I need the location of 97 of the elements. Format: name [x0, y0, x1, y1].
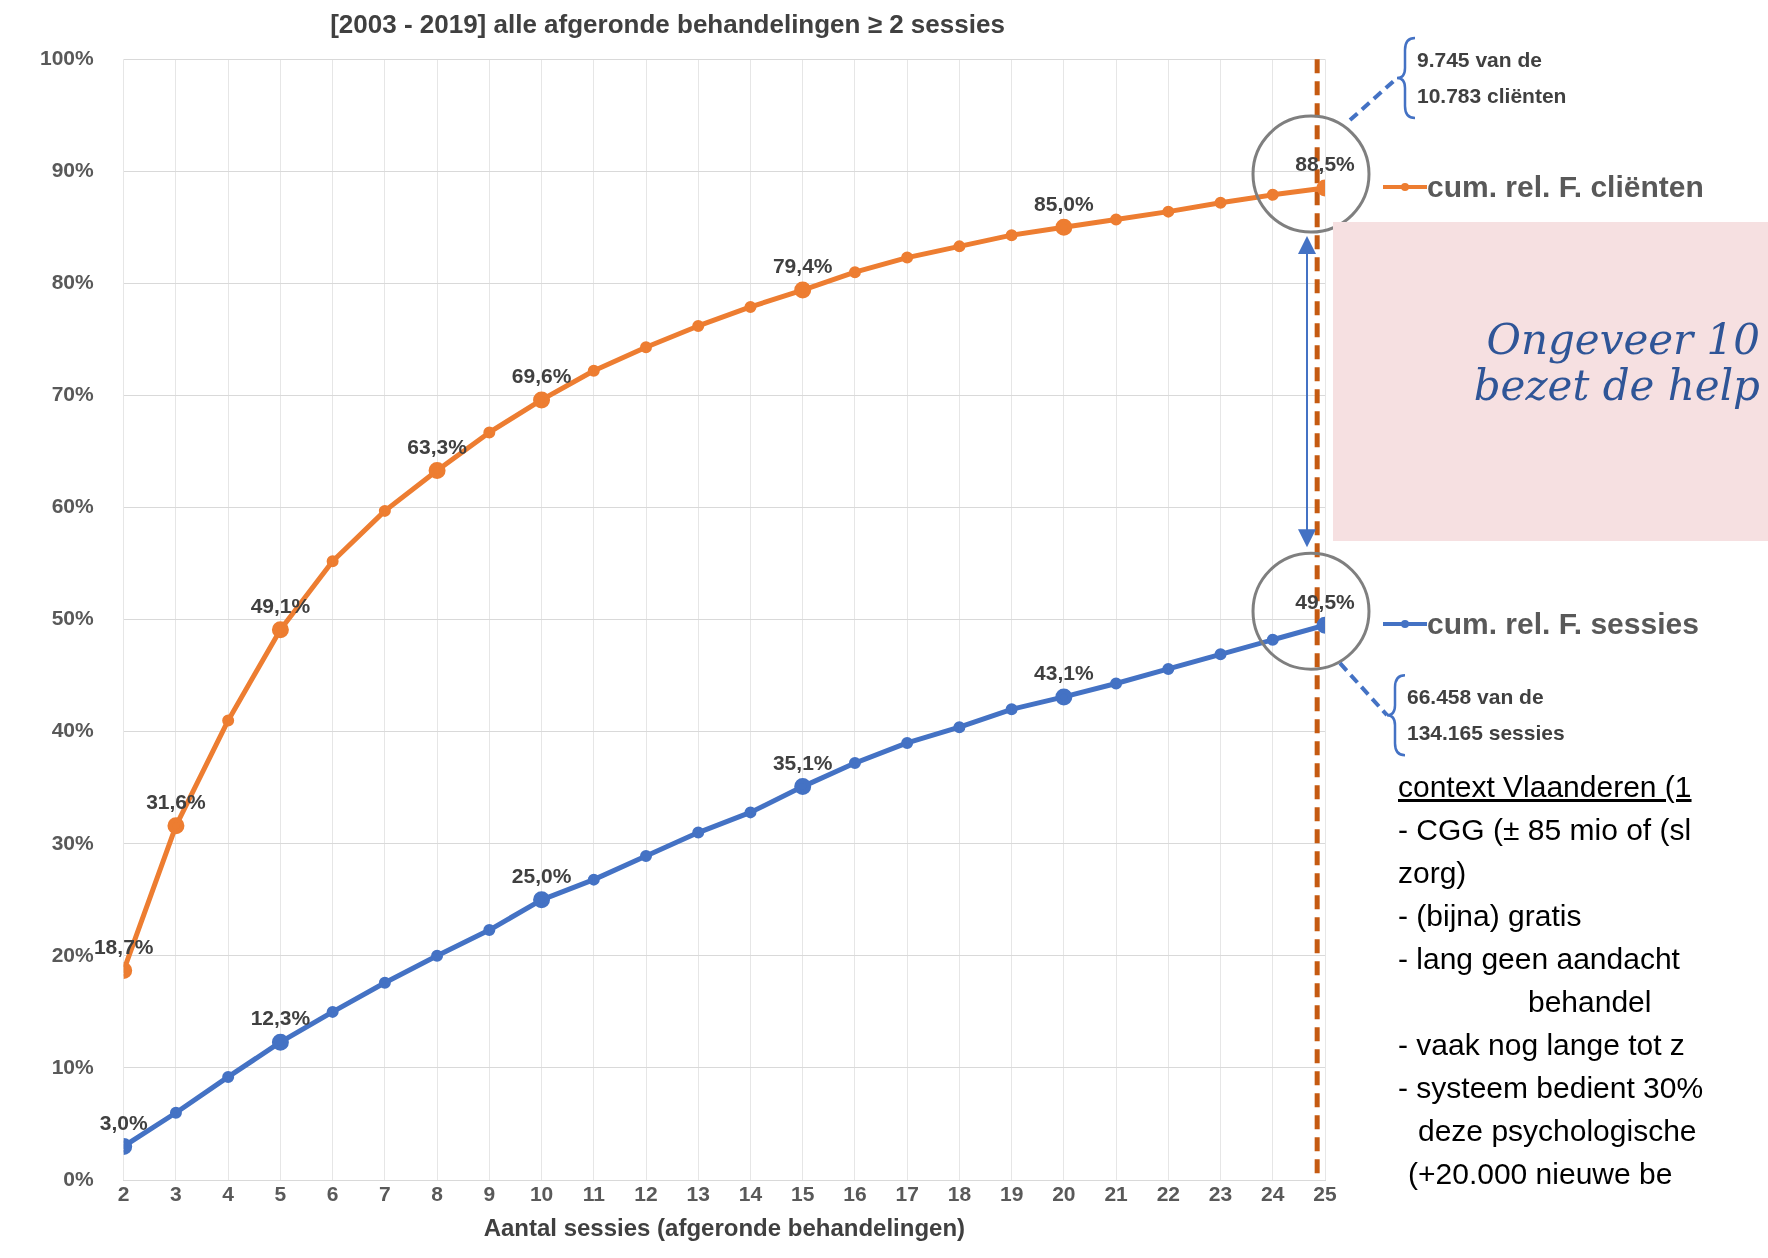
x-tick-label: 17 — [895, 1182, 919, 1206]
data-label: 43,1% — [1034, 661, 1094, 685]
x-tick-label: 11 — [582, 1182, 606, 1206]
text: zorg) — [1398, 856, 1467, 890]
y-tick-label: 70% — [51, 382, 95, 406]
point — [326, 1005, 339, 1018]
y-tick-label: 0% — [63, 1166, 95, 1190]
point — [1266, 633, 1279, 646]
point — [901, 251, 914, 264]
data-label: 35,1% — [772, 750, 833, 774]
text: deze psychologische — [1418, 1114, 1697, 1148]
point — [1162, 662, 1175, 675]
text: Ongeveer 10 bezet de help — [1473, 314, 1760, 410]
x-tick-label: 3 — [170, 1182, 182, 1206]
legend-label: cum. rel. F. cliënten — [1427, 170, 1704, 205]
x-tick-label: 13 — [686, 1182, 710, 1206]
x-tick-label: 21 — [1104, 1182, 1129, 1206]
x-tick-label: 16 — [843, 1182, 867, 1206]
x-tick-label: 20 — [1052, 1182, 1076, 1206]
point — [1214, 196, 1227, 209]
x-axis-title: Aantal sessies (afgeronde behandelingen) — [483, 1214, 966, 1242]
x-tick-label: 24 — [1261, 1182, 1285, 1206]
point — [483, 924, 496, 937]
point — [1005, 229, 1018, 242]
y-tick-label: 90% — [51, 158, 95, 182]
y-tick-label: 100% — [39, 46, 95, 69]
point — [1110, 677, 1123, 690]
text: - lang geen aandacht — [1398, 942, 1680, 976]
data-label: 25,0% — [511, 864, 572, 888]
point — [378, 504, 391, 517]
point — [169, 1106, 182, 1119]
point — [1266, 188, 1279, 201]
x-tick-label: 2 — [117, 1182, 130, 1206]
text: 66.458 van de 134.165 sessies — [1407, 684, 1565, 747]
data-label: 63,3% — [407, 434, 468, 458]
x-tick-label: 10 — [529, 1182, 554, 1206]
data-label: 3,0% — [99, 1110, 148, 1134]
y-tick-label: 10% — [51, 1054, 95, 1078]
y-tick-label: 80% — [51, 270, 95, 294]
point — [1162, 205, 1175, 218]
point — [431, 949, 444, 962]
point — [848, 266, 861, 279]
x-tick-label: 9 — [483, 1182, 496, 1206]
legend-label: cum. rel. F. sessies — [1427, 607, 1699, 642]
point — [1110, 213, 1123, 226]
x-tick-label: 4 — [222, 1182, 235, 1206]
point — [744, 300, 757, 313]
text: (+20.000 nieuwe be — [1408, 1157, 1673, 1191]
y-tick-label: 60% — [51, 494, 95, 518]
point — [326, 555, 339, 568]
x-tick-label: 12 — [634, 1182, 658, 1206]
point — [1005, 703, 1018, 716]
y-tick-label: 40% — [51, 718, 95, 742]
data-label: 49,5% — [1295, 589, 1356, 613]
point — [222, 1070, 235, 1083]
point — [692, 319, 705, 332]
point — [1214, 648, 1227, 661]
x-tick-label: 14 — [738, 1182, 763, 1206]
point — [640, 850, 653, 863]
point — [587, 364, 600, 377]
point — [848, 757, 861, 770]
text: - vaak nog lange tot z — [1398, 1028, 1685, 1062]
chart-title: [2003 - 2019] alle afgeronde behandelingen ≥ 2 sessies — [330, 8, 1005, 39]
point — [640, 341, 653, 354]
y-tick-label: 20% — [51, 942, 95, 966]
point — [692, 826, 705, 839]
x-tick-label: 22 — [1156, 1182, 1180, 1206]
point — [953, 721, 966, 734]
point — [744, 806, 757, 819]
data-label: 79,4% — [772, 254, 833, 278]
data-label: 88,5% — [1295, 152, 1356, 176]
x-tick-label: 19 — [999, 1182, 1024, 1206]
x-tick-label: 6 — [326, 1182, 339, 1206]
text: behandel — [1528, 985, 1652, 1019]
data-label: 69,6% — [511, 364, 572, 388]
point — [222, 714, 235, 727]
y-tick-label: 50% — [51, 606, 95, 630]
text: - systeem bedient 30% — [1398, 1071, 1704, 1105]
y-tick-label: 30% — [51, 830, 95, 854]
x-tick-label: 7 — [379, 1182, 391, 1206]
text: - (bijna) gratis — [1398, 899, 1582, 933]
x-tick-label: 5 — [274, 1182, 287, 1206]
point — [953, 240, 966, 253]
data-label: 12,3% — [250, 1006, 311, 1030]
x-tick-label: 18 — [947, 1182, 972, 1206]
text: 9.745 van de 10.783 cliënten — [1417, 47, 1567, 110]
data-label: 85,0% — [1034, 191, 1094, 215]
point — [483, 426, 496, 439]
x-tick-label: 25 — [1313, 1182, 1337, 1206]
point — [587, 873, 600, 886]
point — [901, 736, 914, 749]
point — [378, 976, 391, 989]
x-tick-label: 15 — [791, 1182, 815, 1206]
text: - CGG (± 85 mio of (sl — [1398, 813, 1692, 847]
text: context Vlaanderen (1 — [1398, 770, 1692, 804]
x-tick-label: 23 — [1208, 1182, 1233, 1206]
x-tick-label: 8 — [431, 1182, 444, 1206]
